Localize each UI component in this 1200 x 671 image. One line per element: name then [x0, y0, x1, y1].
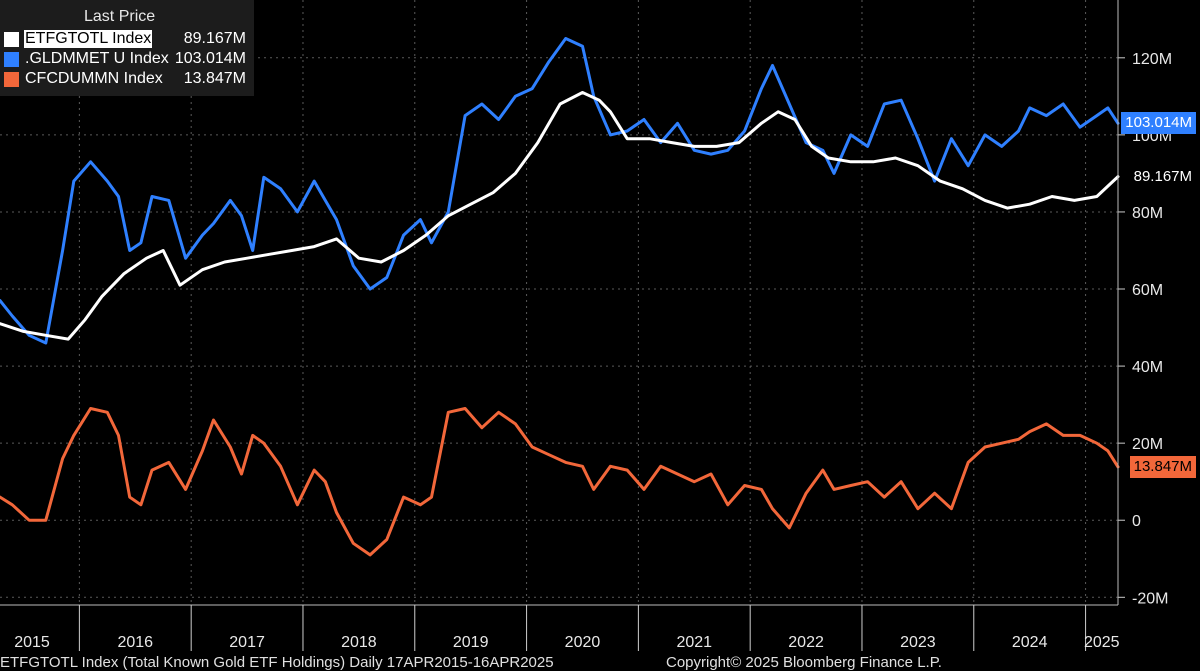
legend-item-value: 89.167M — [183, 30, 246, 47]
x-tick-label: 2022 — [788, 634, 824, 651]
x-tick-label: 2023 — [900, 634, 936, 651]
series-line — [0, 407, 1120, 557]
series-lines — [0, 37, 1120, 557]
legend: Last Price ETFGTOTL Index 89.167M .GLDMM… — [0, 0, 254, 96]
x-tick-label: 2020 — [565, 634, 601, 651]
x-tick-label: 2015 — [14, 634, 50, 651]
x-tick-label: 2025 — [1084, 634, 1120, 651]
series-line — [0, 91, 1120, 341]
legend-swatch — [4, 52, 19, 67]
last-value-tag-gldmmet: 103.014M — [1121, 112, 1196, 135]
y-tick-label: 80M — [1132, 205, 1163, 222]
x-tick-label: 2018 — [341, 634, 377, 651]
legend-item-name: CFCDUMMN Index — [25, 70, 163, 87]
x-tick-label: 2021 — [676, 634, 712, 651]
y-tick-label: 60M — [1132, 282, 1163, 299]
footer-copyright: Copyright© 2025 Bloomberg Finance L.P. — [666, 654, 942, 671]
legend-item-cfcdummn[interactable]: CFCDUMMN Index 13.847M — [2, 70, 252, 88]
y-tick-label: 120M — [1132, 51, 1172, 68]
y-tick-label: 0 — [1132, 513, 1141, 530]
grid — [0, 0, 1118, 605]
footer-description: ETFGTOTL Index (Total Known Gold ETF Hol… — [0, 654, 554, 671]
x-tick-label: 2016 — [117, 634, 153, 651]
legend-swatch — [4, 32, 19, 47]
x-tick-label: 2017 — [229, 634, 265, 651]
legend-title: Last Price — [84, 8, 156, 25]
legend-item-etfgtotl[interactable]: ETFGTOTL Index 89.167M — [2, 30, 252, 48]
legend-item-value: 103.014M — [174, 50, 246, 67]
last-value-tag-etfgtotl: 89.167M — [1129, 165, 1196, 188]
legend-item-gldmmet[interactable]: .GLDMMET U Index 103.014M — [2, 50, 252, 68]
legend-swatch — [4, 72, 19, 87]
x-tick-label: 2024 — [1012, 634, 1048, 651]
x-axis: 2015 2016 2017 2018 2019 2020 2021 2022 2023 2024… — [0, 604, 1120, 651]
last-value-tag-cfcdummn: 13.847M — [1129, 455, 1196, 478]
y-tick-label: 20M — [1132, 436, 1163, 453]
y-tick-label: 40M — [1132, 359, 1163, 376]
y-tick-label: -20M — [1132, 590, 1168, 607]
x-tick-label: 2019 — [453, 634, 489, 651]
legend-item-name: ETFGTOTL Index — [24, 30, 153, 48]
legend-item-value: 13.847M — [183, 70, 246, 87]
legend-item-name: .GLDMMET U Index — [25, 50, 169, 67]
